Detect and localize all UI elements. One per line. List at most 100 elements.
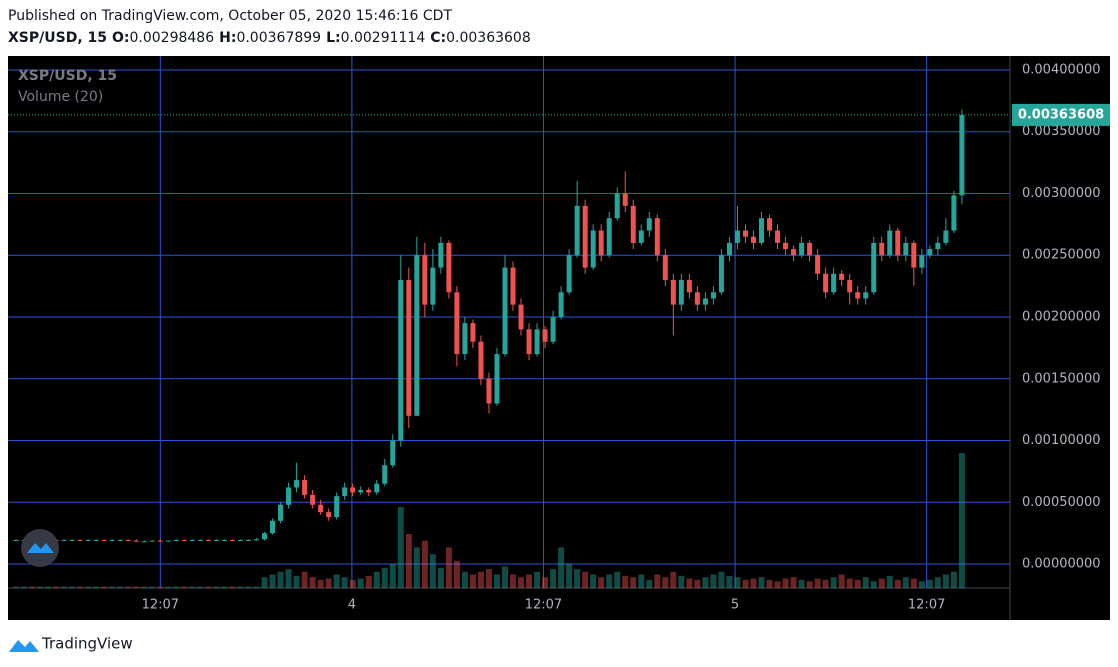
candle-body xyxy=(871,242,877,293)
volume-bar xyxy=(381,567,388,588)
candle-body xyxy=(382,465,388,484)
candle-body xyxy=(863,292,869,299)
volume-bar xyxy=(534,571,541,588)
volume-bar xyxy=(413,547,420,588)
x-tick-label: 12:07 xyxy=(908,598,945,613)
candle-body xyxy=(670,279,676,305)
volume-bar xyxy=(678,575,685,588)
candle-body xyxy=(895,230,901,256)
candle-body xyxy=(13,539,19,541)
ohlc-label: H: xyxy=(219,30,236,46)
candle-layer xyxy=(13,109,965,543)
candle-body xyxy=(253,539,259,541)
candle-body xyxy=(630,205,636,243)
candle-body xyxy=(919,255,925,268)
volume-bar xyxy=(245,586,252,588)
volume-bar xyxy=(718,571,725,588)
y-tick-label: 0.00200000 xyxy=(1022,309,1101,324)
volume-bar xyxy=(45,586,52,588)
volume-bar xyxy=(638,574,645,588)
candle-body xyxy=(791,249,797,256)
volume-bar xyxy=(485,569,492,588)
volume-bar xyxy=(526,574,533,588)
volume-bar xyxy=(550,569,557,588)
volume-bar xyxy=(510,574,517,588)
candle-body xyxy=(446,242,452,293)
x-tick-label: 12:07 xyxy=(525,598,562,613)
candle-body xyxy=(702,298,708,305)
candle-body xyxy=(270,520,276,534)
volume-bar xyxy=(622,575,629,588)
grid xyxy=(8,56,1010,588)
candle-body xyxy=(85,539,91,541)
volume-bar xyxy=(309,577,316,588)
candle-body xyxy=(462,323,468,355)
candle-body xyxy=(582,205,588,268)
candle-body xyxy=(783,242,789,250)
volume-bar xyxy=(445,547,452,588)
axes: 0.00400000 0.00350000 0.00300000 0.00250000… xyxy=(8,62,1110,613)
volume-bar xyxy=(798,579,805,588)
ohlc-label: O: xyxy=(112,30,130,46)
volume-bar xyxy=(165,586,172,588)
volume-bar xyxy=(822,579,829,588)
logo-badge xyxy=(21,529,59,567)
candle-body xyxy=(422,255,428,305)
candle-body xyxy=(855,292,861,299)
volume-bar xyxy=(662,577,669,588)
candle-body xyxy=(494,354,500,404)
y-tick-label: 0.00150000 xyxy=(1022,371,1101,386)
volume-bar xyxy=(77,586,84,588)
volume-bar xyxy=(125,586,132,588)
candle-body xyxy=(598,230,604,256)
volume-bar xyxy=(598,577,605,588)
candle-body xyxy=(574,205,580,256)
candle-body xyxy=(294,480,300,488)
volume-bar xyxy=(654,574,661,588)
volume-bar xyxy=(397,507,404,588)
candle-body xyxy=(815,255,821,274)
legend-volume: Volume (20) xyxy=(18,89,103,105)
volume-bar xyxy=(814,578,821,588)
candle-body xyxy=(614,193,620,219)
ohlc-value: 0.00298486 xyxy=(130,30,215,46)
candle-body xyxy=(133,540,139,542)
candle-body xyxy=(61,539,67,541)
volume-bar xyxy=(942,574,949,588)
volume-bar xyxy=(157,586,164,588)
candle-body xyxy=(502,267,508,355)
volume-bar xyxy=(574,569,581,588)
volume-bar xyxy=(518,577,525,588)
volume-bar xyxy=(53,586,60,588)
price-label: 0.00363608 xyxy=(1018,107,1104,122)
candle-body xyxy=(759,218,765,243)
candle-body xyxy=(903,242,909,256)
candle-body xyxy=(799,242,805,256)
volume-bar xyxy=(405,534,412,588)
volume-bar xyxy=(558,547,565,588)
volume-bar xyxy=(894,579,901,588)
candle-body xyxy=(478,341,484,379)
volume-bar xyxy=(958,453,965,588)
candle-body xyxy=(943,230,949,243)
candle-body xyxy=(358,489,364,493)
volume-bar xyxy=(838,574,845,588)
volume-bar xyxy=(694,579,701,588)
ohlc-value: 0.00367899 xyxy=(236,30,321,46)
volume-bar xyxy=(934,577,941,588)
candle-body xyxy=(342,487,348,497)
candle-body xyxy=(390,440,396,466)
candle-body xyxy=(542,329,548,342)
ohlc-label: L: xyxy=(326,30,341,46)
volume-bar xyxy=(886,575,893,588)
candle-body xyxy=(526,329,532,355)
published-line: Published on TradingView.com, October 05… xyxy=(8,8,452,24)
volume-bar xyxy=(437,567,444,588)
candle-body xyxy=(93,539,99,541)
volume-bar xyxy=(317,579,324,588)
candle-body xyxy=(879,242,885,256)
volume-bar xyxy=(13,586,20,588)
candle-body xyxy=(125,539,131,541)
y-tick-label: 0.00100000 xyxy=(1022,433,1101,448)
candle-body xyxy=(807,242,813,256)
